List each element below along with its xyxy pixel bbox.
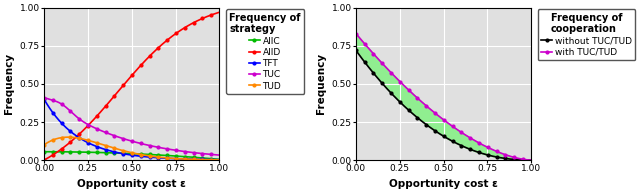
AllC [41, 151, 49, 153]
AllD [41, 159, 49, 161]
without TUC/TUD [500, 157, 508, 159]
without TUC/TUD [460, 145, 467, 148]
with TUC/TUD [353, 33, 360, 36]
AllC [199, 157, 207, 159]
with TUC/TUD [456, 130, 463, 132]
TUD [145, 155, 152, 157]
without TUC/TUD [456, 144, 463, 146]
with TUC/TUD [460, 132, 467, 135]
AllC [40, 151, 48, 153]
TUD [148, 155, 156, 157]
with TUC/TUD [456, 130, 464, 133]
TFT [148, 156, 156, 158]
TFT [40, 98, 48, 100]
AllD [144, 57, 152, 59]
TFT [199, 158, 207, 161]
TUD [216, 159, 223, 161]
X-axis label: Opportunity cost ε: Opportunity cost ε [77, 179, 186, 189]
without TUC/TUD [511, 158, 518, 161]
TFT [144, 156, 152, 158]
Line: TFT: TFT [43, 98, 221, 161]
TFT [188, 158, 196, 160]
without TUC/TUD [352, 49, 360, 52]
AllD [216, 11, 223, 13]
TUC [41, 97, 49, 99]
AllD [188, 22, 196, 25]
TUD [189, 158, 196, 161]
AllD [40, 159, 48, 161]
Y-axis label: Frequency: Frequency [316, 53, 326, 114]
TUC [148, 145, 156, 147]
TFT [41, 99, 49, 101]
without TUC/TUD [456, 144, 464, 146]
AllC [216, 158, 223, 161]
AllC [145, 153, 152, 156]
Legend: AllC, AllD, TFT, TUC, TUD: AllC, AllD, TFT, TUC, TUD [226, 9, 305, 94]
without TUC/TUD [527, 159, 535, 161]
Legend: without TUC/TUD, with TUC/TUD: without TUC/TUD, with TUC/TUD [538, 9, 636, 60]
TUC [40, 96, 48, 99]
AllC [144, 153, 152, 156]
Line: AllD: AllD [43, 11, 221, 162]
Line: with TUC/TUD: with TUC/TUD [355, 32, 532, 162]
Line: TUC: TUC [43, 96, 221, 157]
TFT [145, 156, 152, 158]
TUD [145, 155, 153, 157]
TUD [40, 144, 48, 146]
AllD [199, 17, 207, 19]
TUD [200, 158, 207, 161]
Line: TUD: TUD [43, 136, 221, 161]
AllD [148, 53, 156, 56]
with TUC/TUD [511, 156, 518, 159]
without TUC/TUD [353, 50, 360, 52]
with TUC/TUD [527, 159, 535, 161]
Line: without TUC/TUD: without TUC/TUD [355, 49, 532, 162]
AllC [188, 156, 196, 158]
with TUC/TUD [500, 153, 508, 155]
TUD [41, 143, 49, 146]
with TUC/TUD [352, 32, 360, 35]
Line: AllC: AllC [43, 150, 221, 161]
AllD [145, 56, 152, 58]
TUD [64, 136, 72, 138]
TUC [199, 152, 207, 155]
TUC [145, 144, 152, 146]
TFT [216, 158, 223, 161]
TUC [144, 144, 152, 146]
AllC [148, 153, 156, 156]
TUC [216, 154, 223, 156]
TUC [188, 151, 196, 154]
X-axis label: Opportunity cost ε: Opportunity cost ε [389, 179, 498, 189]
Y-axis label: Frequency: Frequency [4, 53, 14, 114]
